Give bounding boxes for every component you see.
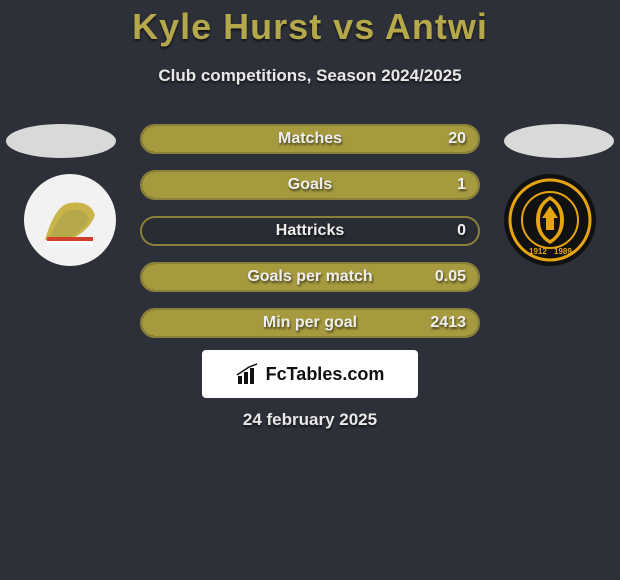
stat-bar-label: Goals per match bbox=[247, 268, 372, 286]
club-badge-right: 1912 1989 bbox=[504, 174, 596, 266]
stat-bar-label: Hattricks bbox=[276, 222, 344, 240]
stat-bar: Goals 1 bbox=[140, 170, 480, 200]
svg-text:1989: 1989 bbox=[554, 247, 572, 256]
svg-text:1912: 1912 bbox=[529, 247, 547, 256]
stat-bar-value: 1 bbox=[457, 176, 466, 194]
club-badge-left bbox=[24, 174, 116, 266]
player-head-left bbox=[6, 124, 116, 158]
page-title: Kyle Hurst vs Antwi bbox=[0, 0, 620, 48]
stat-bar-value: 0 bbox=[457, 222, 466, 240]
stat-bar-value: 2413 bbox=[430, 314, 466, 332]
subtitle: Club competitions, Season 2024/2025 bbox=[0, 66, 620, 86]
stat-bar: Hattricks 0 bbox=[140, 216, 480, 246]
stat-bar: Goals per match 0.05 bbox=[140, 262, 480, 292]
stat-bar-value: 20 bbox=[448, 130, 466, 148]
bars-chart-icon bbox=[236, 362, 260, 386]
stat-bar-label: Goals bbox=[288, 176, 332, 194]
date-text: 24 february 2025 bbox=[0, 410, 620, 430]
stat-bar-label: Min per goal bbox=[263, 314, 357, 332]
stat-bar: Min per goal 2413 bbox=[140, 308, 480, 338]
brand-text: FcTables.com bbox=[266, 364, 385, 385]
stat-bar-value: 0.05 bbox=[435, 268, 466, 286]
stat-bar-label: Matches bbox=[278, 130, 342, 148]
brand-box: FcTables.com bbox=[202, 350, 418, 398]
doncaster-badge-icon bbox=[35, 185, 105, 255]
stat-bar: Matches 20 bbox=[140, 124, 480, 154]
stat-bars: Matches 20 Goals 1 Hattricks 0 Goals per match… bbox=[140, 124, 480, 354]
newport-badge-icon: 1912 1989 bbox=[504, 174, 596, 266]
player-head-right bbox=[504, 124, 614, 158]
